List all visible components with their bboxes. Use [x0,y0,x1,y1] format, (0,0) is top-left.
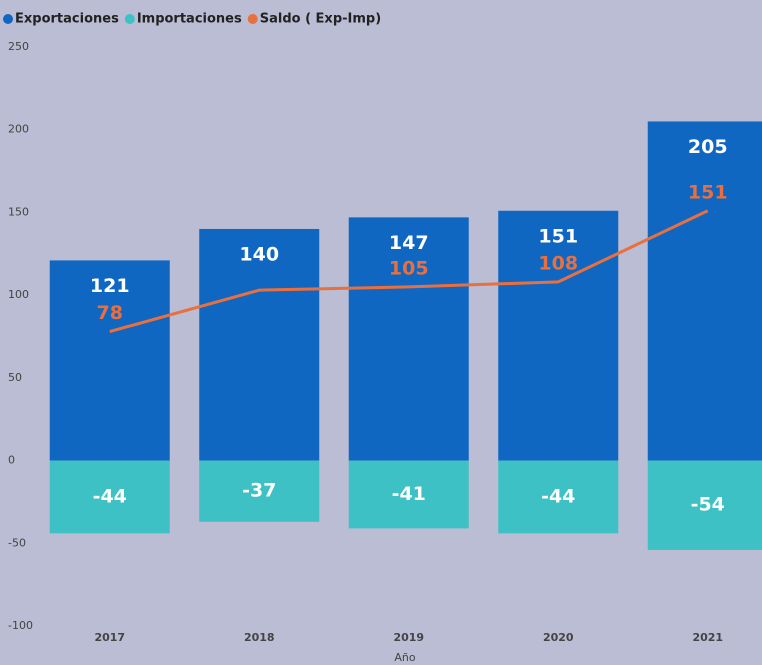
x-tick-label: 2020 [543,631,574,644]
data-label: 78 [97,302,123,324]
line [109,209,709,333]
x-axis-title: Año [394,651,415,664]
data-label: 151 [538,225,578,247]
y-tick-label: 200 [8,123,29,136]
bar [647,460,762,550]
data-label: 121 [90,275,130,297]
legend-marker [124,14,135,24]
legend-label: Exportaciones [15,12,119,27]
legend-label: Importaciones [137,12,242,27]
data-label: -41 [392,483,426,505]
y-tick-label: 250 [8,40,29,53]
bar [348,217,469,461]
bar [199,228,320,461]
data-label: -44 [541,485,575,507]
x-tick-label: 2019 [393,631,424,644]
y-tick-label: 150 [8,205,29,218]
data-label: -37 [242,480,276,502]
data-label: 205 [688,136,728,158]
data-label: 140 [239,243,279,265]
bar [498,460,619,534]
legend-marker [3,14,13,24]
y-tick-label: 50 [8,371,22,384]
bar [49,260,170,461]
y-tick-label: 0 [8,454,15,467]
data-label: -44 [93,485,127,507]
y-tick-label: 100 [8,288,29,301]
x-tick-label: 2018 [244,631,275,644]
data-label: 151 [688,181,728,203]
x-tick-label: 2021 [692,631,723,644]
legend-label: Saldo ( Exp-Imp) [260,12,381,27]
bar [348,460,469,529]
x-tick-label: 2017 [94,631,125,644]
data-label: 108 [538,252,578,274]
bar [647,121,762,461]
data-label: 105 [389,257,429,279]
y-tick-label: -100 [8,619,33,632]
data-label: -54 [691,494,725,516]
bar [199,460,320,522]
bar [498,210,619,461]
bar [49,460,170,534]
legend-marker [247,14,258,24]
data-label: 147 [389,232,429,254]
y-tick-label: -50 [8,536,26,549]
